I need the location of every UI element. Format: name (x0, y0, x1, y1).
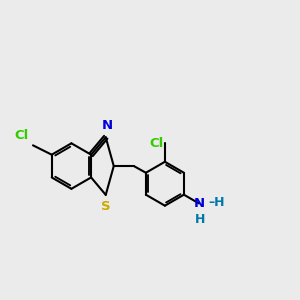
Text: Cl: Cl (15, 129, 29, 142)
Text: N: N (194, 197, 205, 210)
Text: H: H (195, 213, 206, 226)
Text: S: S (101, 200, 110, 213)
Text: N: N (101, 119, 112, 132)
Text: Cl: Cl (149, 136, 164, 149)
Text: –H: –H (208, 196, 225, 208)
